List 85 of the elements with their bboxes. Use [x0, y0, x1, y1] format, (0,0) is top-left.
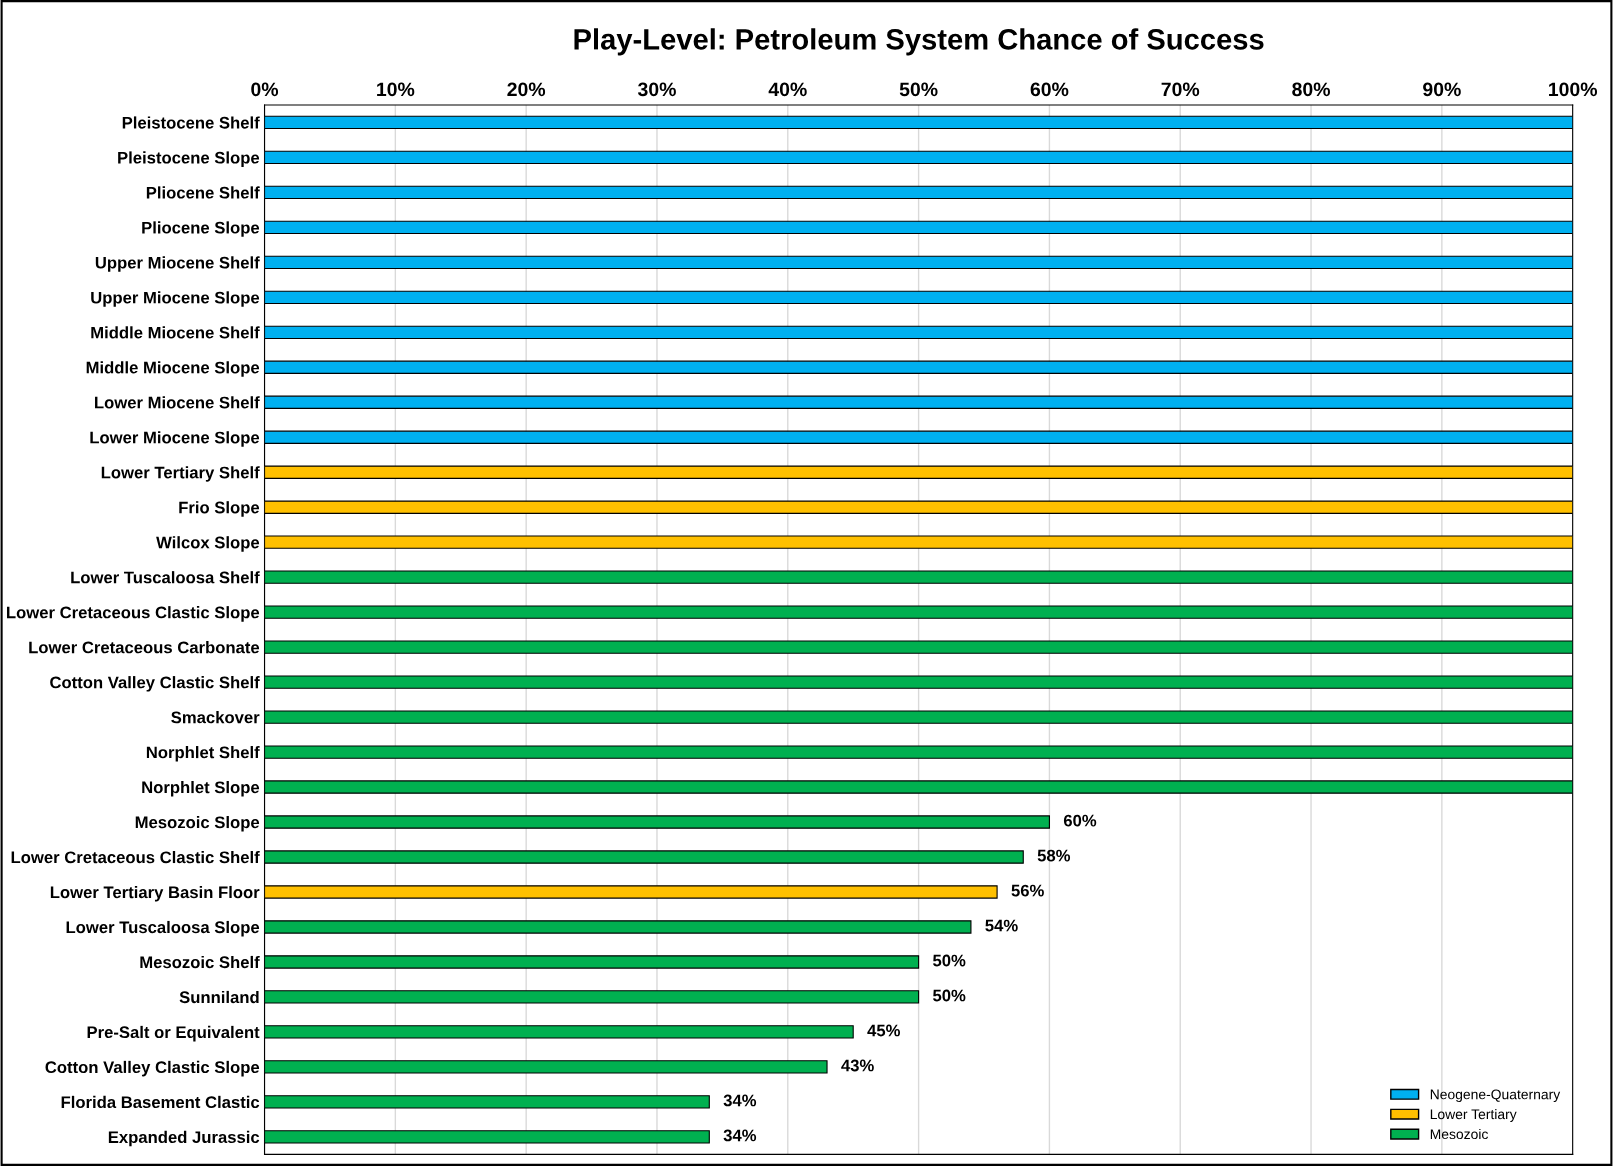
bar: [264, 710, 1573, 724]
bar: [264, 1060, 828, 1074]
y-tick-label: Lower Cretaceous Clastic Slope: [7, 606, 260, 622]
y-tick-label: Lower Miocene Slope: [90, 431, 260, 447]
y-tick-label: Frio Slope: [179, 501, 260, 517]
x-tick-label: 70%: [1161, 82, 1200, 97]
y-tick-label: Pleistocene Slope: [118, 151, 260, 167]
x-tick-label: 50%: [899, 82, 938, 97]
bar: [264, 360, 1573, 374]
bar: [264, 395, 1573, 409]
bar: [264, 1095, 710, 1109]
x-tick-label: 40%: [768, 82, 807, 97]
data-label: 54%: [985, 919, 1018, 932]
bar: [264, 535, 1573, 549]
bar: [264, 780, 1573, 794]
y-tick-label: Lower Tuscaloosa Shelf: [71, 571, 260, 584]
bar: [264, 955, 920, 969]
bar: [264, 325, 1573, 339]
x-tick-label: 0%: [251, 82, 279, 97]
legend-label: Neogene-Quaternary: [1430, 1089, 1561, 1103]
y-tick-label: Pliocene Slope: [142, 221, 260, 237]
y-tick-label: Pliocene Shelf: [146, 186, 260, 199]
bar: [264, 185, 1573, 200]
y-tick-label: Mesozoic Shelf: [140, 955, 260, 969]
bar: [264, 850, 1024, 864]
x-tick-label: 30%: [637, 82, 676, 97]
bar: [264, 570, 1573, 584]
chart-title: Play-Level: Petroleum System Chance of Success: [574, 28, 1264, 56]
y-tick-label: Middle Miocene Slope: [86, 361, 260, 377]
bar: [264, 920, 972, 934]
y-tick-label: Smackover: [171, 711, 260, 724]
y-tick-label: Pre-Salt or Equivalent: [87, 1025, 260, 1042]
bar: [264, 815, 1050, 829]
bar: [264, 990, 920, 1004]
data-label: 43%: [841, 1059, 874, 1072]
bar: [264, 1130, 710, 1144]
y-tick-label: Lower Cretaceous Clastic Shelf: [11, 850, 260, 864]
legend-label: Lower Tertiary: [1430, 1109, 1517, 1122]
y-tick-label: Cotton Valley Clastic Shelf: [50, 676, 260, 692]
y-tick-label: Expanded Jurassic: [108, 1130, 260, 1147]
bar: [264, 885, 998, 899]
y-tick-label: Lower Miocene Shelf: [95, 396, 260, 409]
data-label: 50%: [933, 989, 966, 1002]
y-tick-label: Upper Miocene Shelf: [95, 256, 260, 272]
y-tick-label: Pleistocene Shelf: [122, 116, 260, 129]
x-tick-label: 60%: [1030, 82, 1069, 97]
data-label: 34%: [723, 1129, 757, 1142]
bar: [264, 500, 1573, 514]
data-label: 56%: [1011, 884, 1044, 897]
data-label: 45%: [867, 1024, 900, 1037]
y-tick-label: Middle Miocene Shelf: [91, 326, 260, 339]
data-label: 34%: [723, 1094, 757, 1107]
bar: [264, 1025, 854, 1039]
data-label: 50%: [933, 954, 966, 967]
y-tick-label: Lower Tertiary Shelf: [101, 466, 260, 482]
bar: [264, 255, 1573, 270]
bar: [264, 745, 1573, 759]
bar: [264, 675, 1573, 689]
y-tick-label: Mesozoic Slope: [135, 815, 260, 832]
bar: [264, 290, 1573, 305]
y-tick-label: Florida Basement Clastic: [61, 1095, 260, 1109]
x-tick-label: 80%: [1292, 82, 1330, 97]
bar: [264, 115, 1573, 130]
y-tick-label: Lower Cretaceous Carbonate: [29, 641, 260, 654]
bar: [264, 605, 1573, 619]
bar: [264, 465, 1573, 479]
bar: [264, 220, 1573, 235]
bar: [264, 150, 1573, 165]
y-tick-label: Norphlet Shelf: [146, 746, 260, 762]
y-tick-label: Wilcox Slope: [156, 536, 260, 552]
data-label: 58%: [1037, 849, 1071, 862]
x-tick-label: 90%: [1423, 82, 1461, 97]
y-tick-label: Sunniland: [179, 990, 259, 1004]
bar: [264, 640, 1573, 654]
y-tick-label: Upper Miocene Slope: [91, 291, 260, 307]
y-tick-label: Norphlet Slope: [142, 781, 260, 797]
y-tick-label: Lower Tuscaloosa Slope: [66, 920, 260, 937]
y-tick-label: Cotton Valley Clastic Slope: [45, 1060, 260, 1077]
data-label: 60%: [1063, 814, 1097, 827]
x-tick-label: 10%: [377, 82, 415, 97]
legend-label: Mesozoic: [1430, 1128, 1488, 1140]
y-tick-label: Lower Tertiary Basin Floor: [50, 885, 260, 902]
bar: [264, 430, 1573, 444]
x-tick-label: 100%: [1549, 82, 1598, 97]
x-tick-label: 20%: [507, 82, 546, 97]
